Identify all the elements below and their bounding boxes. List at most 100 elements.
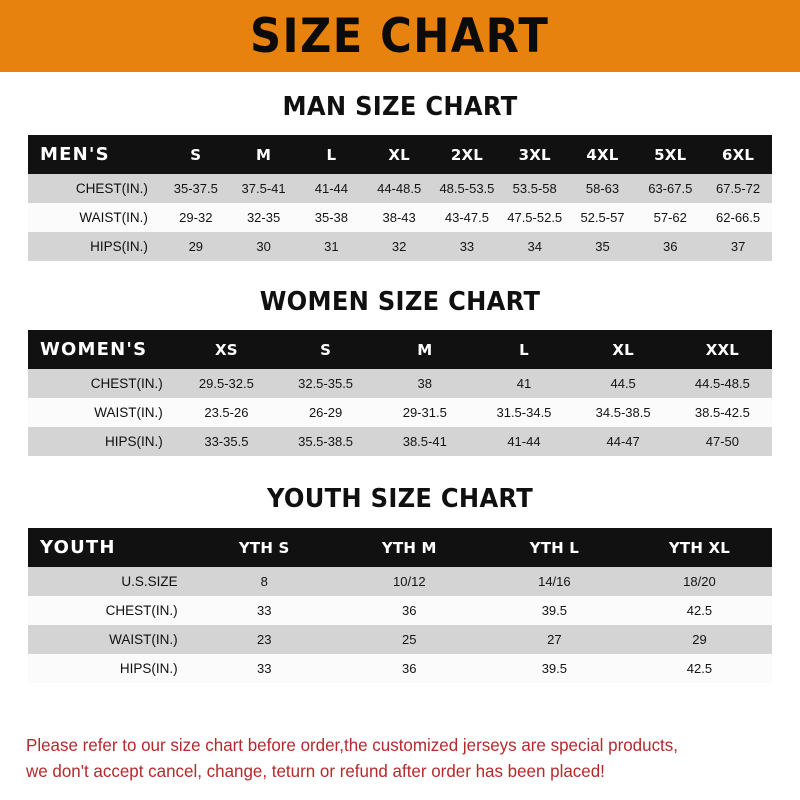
women-column-header-xxl: XXL bbox=[705, 340, 740, 359]
women-row-label-chest: CHEST(IN.) bbox=[90, 376, 163, 391]
page-title: SIZE CHART bbox=[250, 8, 550, 64]
size-tables-container: MAN SIZE CHART MEN'S S M L XL 2XL 3XL 4X… bbox=[0, 72, 800, 718]
table-row: WAIST(IN.) 29-32 32-35 35-38 38-43 43-47… bbox=[28, 203, 772, 232]
table-row: HIPS(IN.) 29 30 31 32 33 34 35 36 37 bbox=[28, 232, 772, 261]
men-column-header-2xl: 2XL bbox=[450, 145, 483, 164]
women-column-header-m: M bbox=[417, 340, 433, 359]
table-cell: 29.5-32.5 bbox=[198, 376, 254, 391]
table-cell: 33 bbox=[459, 239, 475, 254]
table-cell: 14/16 bbox=[538, 574, 571, 589]
table-cell: 31.5-34.5 bbox=[496, 405, 552, 420]
men-size-table: MEN'S S M L XL 2XL 3XL 4XL 5XL 6XL CHEST… bbox=[28, 135, 772, 261]
table-cell: 33 bbox=[256, 603, 272, 618]
table-cell: 44.5-48.5 bbox=[694, 376, 750, 391]
table-row: CHEST(IN.) 33 36 39.5 42.5 bbox=[28, 596, 772, 625]
table-cell: 29-32 bbox=[179, 210, 213, 225]
table-cell: 36 bbox=[402, 661, 417, 676]
table-cell: 67.5-72 bbox=[716, 181, 761, 196]
table-row: WAIST(IN.) 23.5-26 26-29 29-31.5 31.5-34… bbox=[28, 398, 772, 427]
youth-table-body: U.S.SIZE 8 10/12 14/16 18/20 CHEST(IN.) … bbox=[28, 567, 772, 683]
table-cell: 35-37.5 bbox=[173, 181, 218, 196]
notice-line-1: Please refer to our size chart before or… bbox=[26, 734, 678, 755]
table-header-row: WOMEN'S XS S M L XL XXL bbox=[28, 330, 772, 369]
table-cell: 23 bbox=[256, 632, 272, 647]
table-cell: 18/20 bbox=[683, 574, 716, 589]
table-cell: 41 bbox=[516, 376, 532, 391]
men-row-label-hips: HIPS(IN.) bbox=[90, 239, 148, 254]
table-cell: 47.5-52.5 bbox=[507, 210, 563, 225]
table-cell: 32-35 bbox=[246, 210, 281, 225]
table-cell: 29-31.5 bbox=[402, 405, 447, 420]
youth-row-label-chest: CHEST(IN.) bbox=[105, 603, 178, 618]
women-table-header: WOMEN'S XS S M L XL XXL bbox=[28, 330, 772, 369]
order-policy-notice: Please refer to our size chart before or… bbox=[0, 718, 800, 800]
youth-row-label-ussize: U.S.SIZE bbox=[121, 574, 178, 589]
table-cell: 35.5-38.5 bbox=[298, 434, 354, 449]
table-cell: 25 bbox=[402, 632, 417, 647]
youth-column-header-l: YTH L bbox=[529, 538, 580, 557]
table-cell: 38.5-42.5 bbox=[694, 405, 750, 420]
table-row: HIPS(IN.) 33 36 39.5 42.5 bbox=[28, 654, 772, 683]
table-cell: 35-38 bbox=[314, 210, 348, 225]
men-row-header-label: MEN'S bbox=[40, 144, 110, 165]
table-cell: 27 bbox=[547, 632, 562, 647]
youth-size-table: YOUTH YTH S YTH M YTH L YTH XL U.S.SIZE … bbox=[28, 528, 772, 683]
youth-row-label-hips: HIPS(IN.) bbox=[119, 661, 178, 676]
table-row: U.S.SIZE 8 10/12 14/16 18/20 bbox=[28, 567, 772, 596]
women-row-header-label: WOMEN'S bbox=[40, 339, 148, 360]
table-cell: 29 bbox=[188, 239, 204, 254]
table-cell: 39.5 bbox=[541, 661, 568, 676]
table-cell: 47-50 bbox=[705, 434, 739, 449]
youth-table-header: YOUTH YTH S YTH M YTH L YTH XL bbox=[28, 528, 772, 567]
table-cell: 33-35.5 bbox=[204, 434, 249, 449]
women-row-label-waist: WAIST(IN.) bbox=[94, 405, 163, 420]
table-cell: 23.5-26 bbox=[204, 405, 249, 420]
table-cell: 42.5 bbox=[686, 603, 713, 618]
table-cell: 38 bbox=[417, 376, 432, 391]
notice-line-2: we don't accept cancel, change, teturn o… bbox=[26, 760, 605, 781]
youth-row-header-label: YOUTH bbox=[40, 537, 116, 558]
men-column-header-3xl: 3XL bbox=[518, 145, 551, 164]
table-cell: 63-67.5 bbox=[648, 181, 693, 196]
table-cell: 42.5 bbox=[686, 661, 713, 676]
table-cell: 44.5 bbox=[610, 376, 636, 391]
table-cell: 44-47 bbox=[606, 434, 640, 449]
table-row: HIPS(IN.) 33-35.5 35.5-38.5 38.5-41 41-4… bbox=[28, 427, 772, 456]
table-row: CHEST(IN.) 29.5-32.5 32.5-35.5 38 41 44.… bbox=[28, 369, 772, 398]
section-title-men: MAN SIZE CHART bbox=[282, 92, 518, 122]
table-cell: 33 bbox=[256, 661, 272, 676]
table-cell: 43-47.5 bbox=[444, 210, 489, 225]
table-cell: 57-62 bbox=[653, 210, 687, 225]
section-title-youth: YOUTH SIZE CHART bbox=[266, 484, 534, 514]
table-cell: 32 bbox=[391, 239, 407, 254]
table-cell: 52.5-57 bbox=[580, 210, 625, 225]
page-banner: SIZE CHART bbox=[0, 0, 800, 72]
youth-row-label-waist: WAIST(IN.) bbox=[109, 632, 178, 647]
men-column-header-5xl: 5XL bbox=[654, 145, 687, 164]
men-column-header-4xl: 4XL bbox=[586, 145, 619, 164]
table-cell: 8 bbox=[260, 574, 268, 589]
table-cell: 58-63 bbox=[585, 181, 620, 196]
table-cell: 39.5 bbox=[541, 603, 568, 618]
table-cell: 26-29 bbox=[308, 405, 343, 420]
men-column-header-6xl: 6XL bbox=[721, 145, 755, 164]
section-title-women: WOMEN SIZE CHART bbox=[259, 287, 541, 317]
table-cell: 36 bbox=[663, 239, 678, 254]
table-cell: 29 bbox=[692, 632, 707, 647]
table-cell: 31 bbox=[324, 239, 339, 254]
women-size-table: WOMEN'S XS S M L XL XXL CHEST(IN.) 29.5-… bbox=[28, 330, 772, 456]
table-cell: 38-43 bbox=[382, 210, 416, 225]
men-column-header-s: S bbox=[190, 145, 202, 164]
table-row: WAIST(IN.) 23 25 27 29 bbox=[28, 625, 772, 654]
youth-column-header-s: YTH S bbox=[238, 538, 290, 557]
table-header-row: YOUTH YTH S YTH M YTH L YTH XL bbox=[28, 528, 772, 567]
women-column-header-xl: XL bbox=[612, 340, 634, 359]
table-cell: 10/12 bbox=[393, 574, 426, 589]
table-cell: 35 bbox=[595, 239, 610, 254]
table-cell: 32.5-35.5 bbox=[298, 376, 354, 391]
table-cell: 37.5-41 bbox=[241, 181, 286, 196]
women-column-header-l: L bbox=[519, 340, 529, 359]
men-row-label-waist: WAIST(IN.) bbox=[79, 210, 148, 225]
women-column-header-s: S bbox=[320, 340, 332, 359]
